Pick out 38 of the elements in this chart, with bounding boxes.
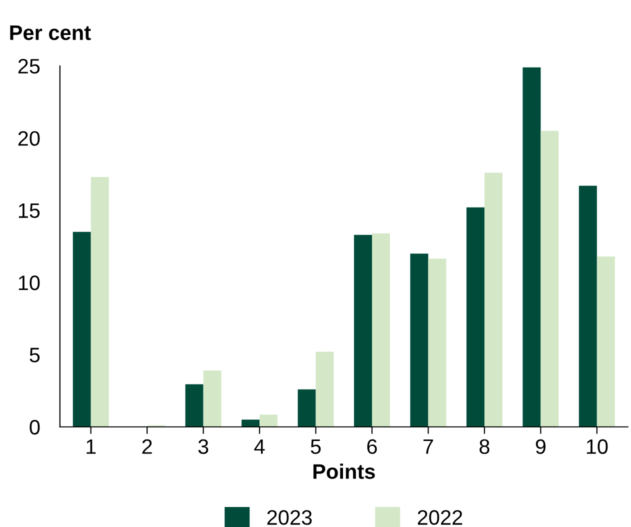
x-tick-label: 8 (480, 439, 490, 454)
bar (484, 172, 502, 427)
bar (185, 384, 204, 427)
x-tick-label: 9 (536, 439, 546, 454)
bar (242, 420, 260, 427)
bar (372, 233, 390, 427)
bar (354, 234, 372, 427)
bar (298, 389, 316, 427)
y-tick-label: 25 (18, 58, 40, 74)
bar (203, 370, 222, 427)
legend-label: 2023 (267, 510, 312, 525)
y-axis-title: Per cent (10, 26, 91, 40)
x-axis-title: Points (313, 464, 375, 479)
bar (522, 67, 541, 427)
legend-label: 2022 (418, 510, 462, 525)
bar (90, 177, 109, 427)
x-tick-label: 6 (367, 439, 377, 454)
x-tick-label: 3 (198, 439, 208, 454)
y-tick-label: 10 (18, 275, 40, 290)
x-tick-label: 4 (254, 439, 265, 454)
y-tick-label: 0 (30, 420, 40, 435)
y-tick-label: 20 (18, 131, 40, 146)
bar (428, 258, 446, 427)
x-tick-label: 10 (586, 439, 608, 454)
y-tick-label: 15 (18, 203, 40, 218)
x-tick-label: 7 (424, 439, 433, 454)
bar (72, 232, 91, 427)
x-tick-label: 5 (310, 439, 321, 454)
bar (596, 256, 615, 427)
bar (260, 414, 278, 427)
bar (410, 254, 428, 427)
bar (466, 207, 484, 427)
x-tick-label: 1 (86, 439, 96, 454)
x-tick-label: 2 (142, 439, 152, 454)
bar (578, 186, 597, 427)
bar (540, 130, 559, 427)
y-tick-label: 5 (30, 348, 40, 362)
bar (316, 352, 334, 427)
